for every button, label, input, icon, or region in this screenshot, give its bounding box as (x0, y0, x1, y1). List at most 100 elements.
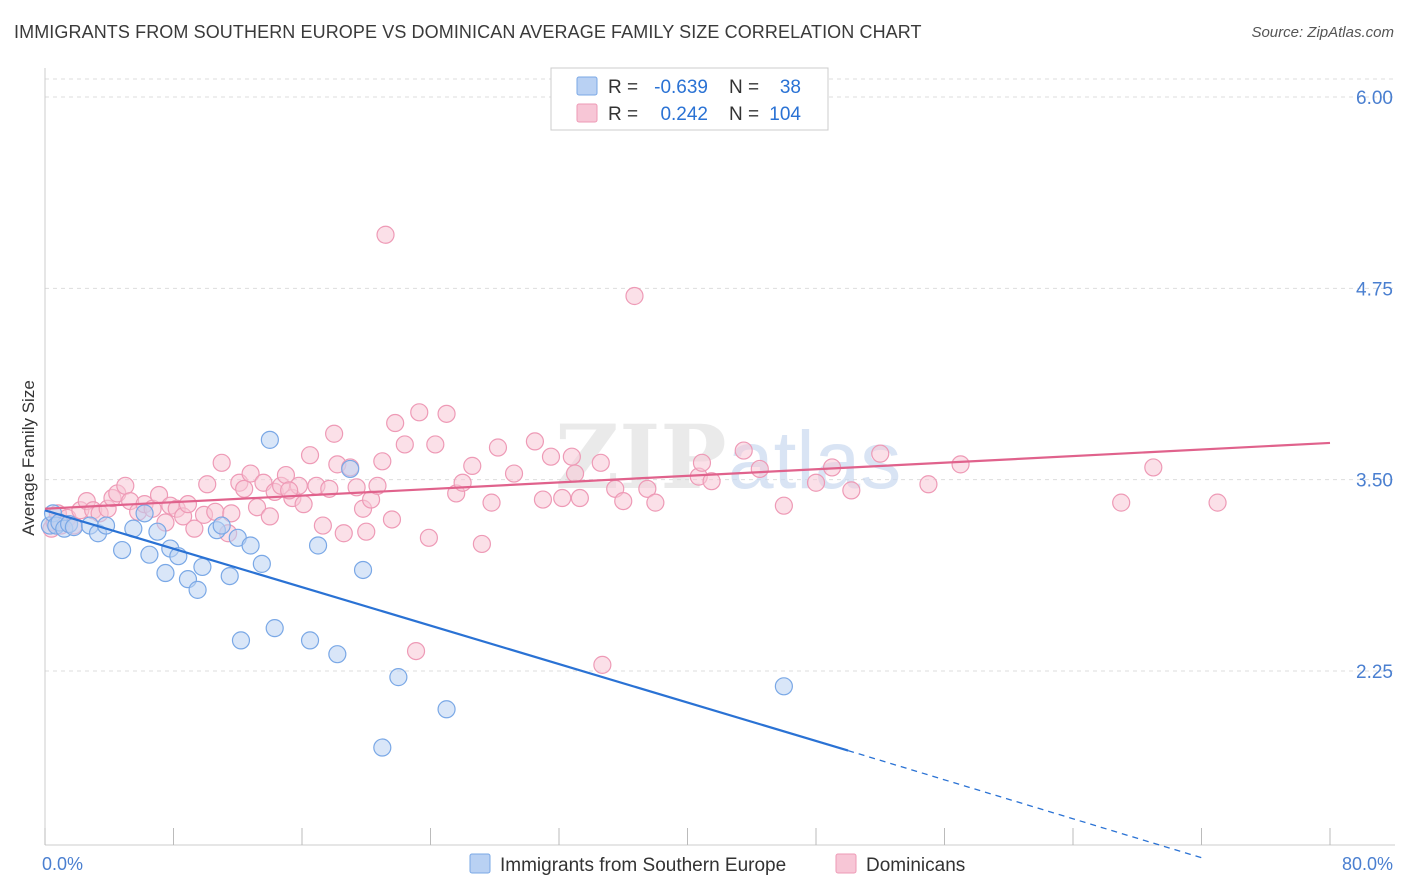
dominicans-point (198, 475, 217, 494)
southern-europe-point (437, 700, 456, 719)
dominicans-point (357, 522, 376, 541)
dominicans-point (395, 435, 414, 454)
southern-europe-point (188, 580, 207, 599)
legend-n-label-blue: N = (729, 77, 759, 98)
dominicans-point (294, 495, 313, 514)
dominicans-point (368, 476, 387, 495)
dominicans-point (280, 481, 299, 500)
dominicans-point (842, 481, 861, 500)
dominicans-point (593, 655, 612, 674)
dominicans-point (386, 413, 405, 433)
legend-n-label-pink: N = (729, 104, 759, 125)
y-tick-labels: 2.25 3.50 4.75 6.00 (1356, 88, 1393, 683)
dominicans-point (806, 473, 826, 492)
dominicans-point (625, 286, 644, 306)
dominicans-point (325, 424, 344, 443)
dominicans-point (702, 472, 721, 491)
dominicans-point (692, 453, 712, 472)
y-axis-label: Average Family Size (19, 380, 38, 536)
southern-europe-point (241, 536, 260, 555)
dominicans-point (260, 507, 279, 526)
dominicans-point (1208, 493, 1227, 512)
series-legend-swatch-blue (469, 853, 491, 874)
dominicans-point (533, 490, 553, 509)
southern-europe-point (353, 560, 373, 580)
chart-title: IMMIGRANTS FROM SOUTHERN EUROPE VS DOMIN… (14, 22, 922, 42)
dominicans-point (1144, 458, 1163, 477)
series-legend-swatch-pink (835, 853, 857, 874)
southern-europe-point (96, 516, 116, 535)
series-legend: Immigrants from Southern Europe Dominica… (469, 853, 965, 876)
x-tick-labels: 0.0% 80.0% (42, 854, 1393, 874)
dominicans-point (871, 444, 890, 463)
dominicans-point (178, 495, 198, 514)
dominicans-point (406, 642, 426, 661)
dominicans-point (185, 519, 204, 538)
dominicans-point (614, 491, 633, 511)
dominicans-point (565, 464, 585, 483)
southern-europe-trendline-extension (847, 749, 1202, 859)
southern-europe-point (252, 554, 271, 573)
x-tick-label-start: 0.0% (42, 854, 83, 874)
dominicans-point (313, 516, 332, 535)
dominicans-trendline (44, 441, 1331, 510)
dominicans-point (591, 453, 610, 472)
dominicans-point (426, 435, 445, 454)
dominicans-point (437, 404, 456, 423)
dominicans-point (463, 456, 482, 475)
series-legend-label-blue: Immigrants from Southern Europe (500, 855, 786, 876)
southern-europe-point (135, 504, 154, 523)
dominicans-point (419, 528, 438, 547)
dominicans-point (562, 447, 581, 466)
dominicans-point (212, 453, 231, 472)
dominicans-point (774, 496, 793, 515)
dominicans-point (541, 447, 561, 466)
southern-europe-point (231, 631, 251, 650)
dominicans-point (300, 446, 320, 465)
southern-europe-point (220, 566, 239, 586)
dominicans-point (382, 510, 402, 529)
southern-europe-point (389, 668, 408, 687)
southern-europe-point (148, 522, 167, 541)
legend-n-value-pink: 104 (769, 104, 801, 125)
y-tick-label-2.25: 2.25 (1356, 662, 1393, 683)
legend-r-value-blue: -0.639 (654, 77, 708, 98)
southern-europe-point (774, 677, 793, 696)
dominicans-point (410, 403, 429, 422)
southern-europe-point (212, 516, 231, 535)
dominicans-points (42, 225, 1227, 674)
dominicans-point (1112, 493, 1131, 512)
legend-r-label-pink: R = (608, 104, 638, 125)
dominicans-point (734, 441, 753, 460)
dominicans-point (750, 459, 769, 479)
series-legend-label-pink: Dominicans (866, 855, 965, 876)
southern-europe-point (308, 536, 328, 555)
dominicans-point (919, 475, 938, 494)
y-tick-label-6.00: 6.00 (1356, 88, 1393, 109)
legend-swatch-blue (576, 76, 598, 96)
southern-europe-point (260, 430, 279, 449)
southern-europe-point (156, 563, 175, 583)
southern-europe-point (300, 631, 320, 650)
dominicans-point (222, 504, 241, 523)
dominicans-point (638, 479, 657, 498)
legend-n-value-blue: 38 (780, 77, 801, 98)
dominicans-point (235, 479, 254, 498)
dominicans-point (488, 438, 508, 457)
y-tick-label-4.75: 4.75 (1356, 279, 1393, 300)
source-credit: Source: ZipAtlas.com (1251, 24, 1394, 41)
dominicans-point (951, 455, 970, 474)
legend-swatch-pink (576, 103, 598, 123)
legend-r-value-pink: 0.242 (660, 104, 708, 125)
stats-legend: R = -0.639 N = 38 R = 0.242 N = 104 (550, 67, 829, 131)
trendlines (44, 441, 1331, 859)
dominicans-point (646, 493, 665, 512)
southern-europe-point (112, 540, 132, 560)
dominicans-point (553, 488, 572, 508)
dominicans-point (482, 493, 501, 512)
southern-europe-point (265, 619, 284, 638)
dominicans-point (504, 464, 524, 483)
x-tick-label-end: 80.0% (1342, 854, 1393, 874)
dominicans-point (241, 464, 260, 483)
